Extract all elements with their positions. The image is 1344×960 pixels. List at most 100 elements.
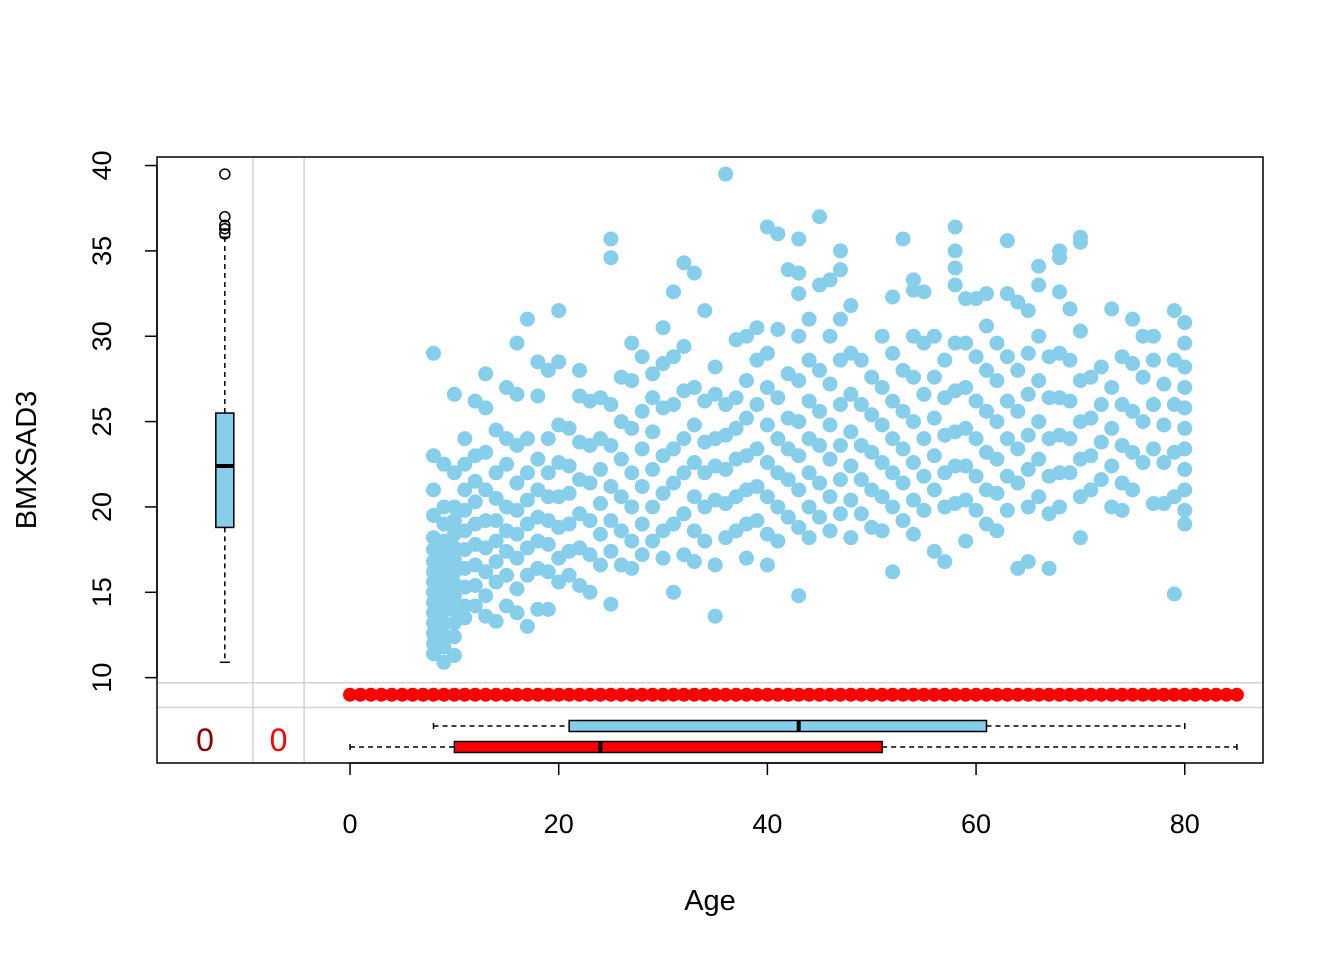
data-point — [1041, 560, 1057, 576]
data-point — [540, 489, 556, 505]
missing-point — [635, 687, 650, 702]
data-point — [686, 554, 702, 570]
data-point — [947, 277, 963, 293]
missing-point — [1177, 687, 1192, 702]
data-point — [718, 461, 734, 477]
data-point — [509, 386, 525, 402]
missing-point — [948, 687, 963, 702]
missing-point — [1021, 687, 1036, 702]
y-tick-label: 10 — [87, 663, 117, 693]
y-tick-label: 20 — [87, 492, 117, 522]
data-point — [770, 226, 786, 242]
data-point — [926, 482, 942, 498]
data-point — [1010, 294, 1026, 310]
missing-point — [676, 687, 691, 702]
data-point — [728, 390, 744, 406]
data-point — [655, 550, 671, 566]
data-point — [457, 431, 473, 447]
data-point — [832, 437, 848, 453]
data-point — [853, 397, 869, 413]
data-point — [812, 403, 828, 419]
data-point — [1125, 403, 1141, 419]
data-point — [822, 417, 838, 433]
missing-point — [384, 687, 399, 702]
data-point — [530, 451, 546, 467]
data-point — [1177, 441, 1193, 457]
data-point — [613, 523, 629, 539]
data-point — [436, 499, 452, 515]
data-point — [592, 557, 608, 573]
data-point — [436, 615, 452, 631]
data-point — [843, 386, 859, 402]
data-point — [801, 530, 817, 546]
data-point — [499, 567, 515, 583]
data-point — [822, 328, 838, 344]
data-point — [916, 468, 932, 484]
missing-point — [969, 687, 984, 702]
missing-point — [1094, 687, 1109, 702]
missing-point — [875, 687, 890, 702]
data-point — [686, 523, 702, 539]
data-point — [780, 472, 796, 488]
data-point — [540, 564, 556, 580]
data-point — [895, 475, 911, 491]
data-point — [478, 513, 494, 529]
missing-point — [906, 687, 921, 702]
data-point — [488, 513, 504, 529]
missing-point — [1104, 687, 1119, 702]
data-point — [665, 516, 681, 532]
data-point — [1083, 369, 1099, 385]
data-point — [770, 321, 786, 337]
data-point — [582, 547, 598, 563]
data-point — [947, 243, 963, 259]
data-point — [645, 390, 661, 406]
data-point — [791, 588, 807, 604]
data-point — [707, 359, 723, 375]
data-point — [1062, 465, 1078, 481]
data-point — [1166, 586, 1182, 602]
missing-value-points — [343, 687, 1244, 702]
data-point — [1072, 234, 1088, 250]
data-point — [561, 567, 577, 583]
data-point — [613, 489, 629, 505]
data-point — [1031, 414, 1047, 430]
data-point — [530, 601, 546, 617]
data-point — [885, 431, 901, 447]
x-tick-label: 0 — [343, 809, 358, 839]
data-point — [697, 533, 713, 549]
missing-point — [989, 687, 1004, 702]
data-point — [686, 489, 702, 505]
data-point — [1145, 328, 1161, 344]
data-point — [1072, 323, 1088, 339]
data-point — [812, 509, 828, 525]
data-point — [1125, 482, 1141, 498]
data-point — [624, 499, 640, 515]
data-point — [519, 492, 535, 508]
data-point — [1093, 397, 1109, 413]
missing-point — [749, 687, 764, 702]
y-tick-label: 35 — [87, 236, 117, 266]
data-point — [801, 499, 817, 515]
boxplot-y-box — [215, 412, 235, 529]
missing-point — [1010, 687, 1025, 702]
data-point — [457, 610, 473, 626]
data-point — [843, 530, 859, 546]
data-point — [843, 458, 859, 474]
data-point — [926, 543, 942, 559]
data-point — [488, 422, 504, 438]
data-point — [822, 451, 838, 467]
data-point — [603, 250, 619, 266]
missing-point — [822, 687, 837, 702]
data-point — [457, 598, 473, 614]
data-point — [665, 349, 681, 365]
data-point — [457, 456, 473, 472]
data-point — [749, 320, 765, 336]
data-point — [634, 441, 650, 457]
data-point — [686, 417, 702, 433]
data-point — [999, 349, 1015, 365]
data-point — [812, 209, 828, 225]
marginal-boxplots — [215, 168, 1238, 754]
data-point — [551, 303, 567, 319]
missing-point — [1083, 687, 1098, 702]
